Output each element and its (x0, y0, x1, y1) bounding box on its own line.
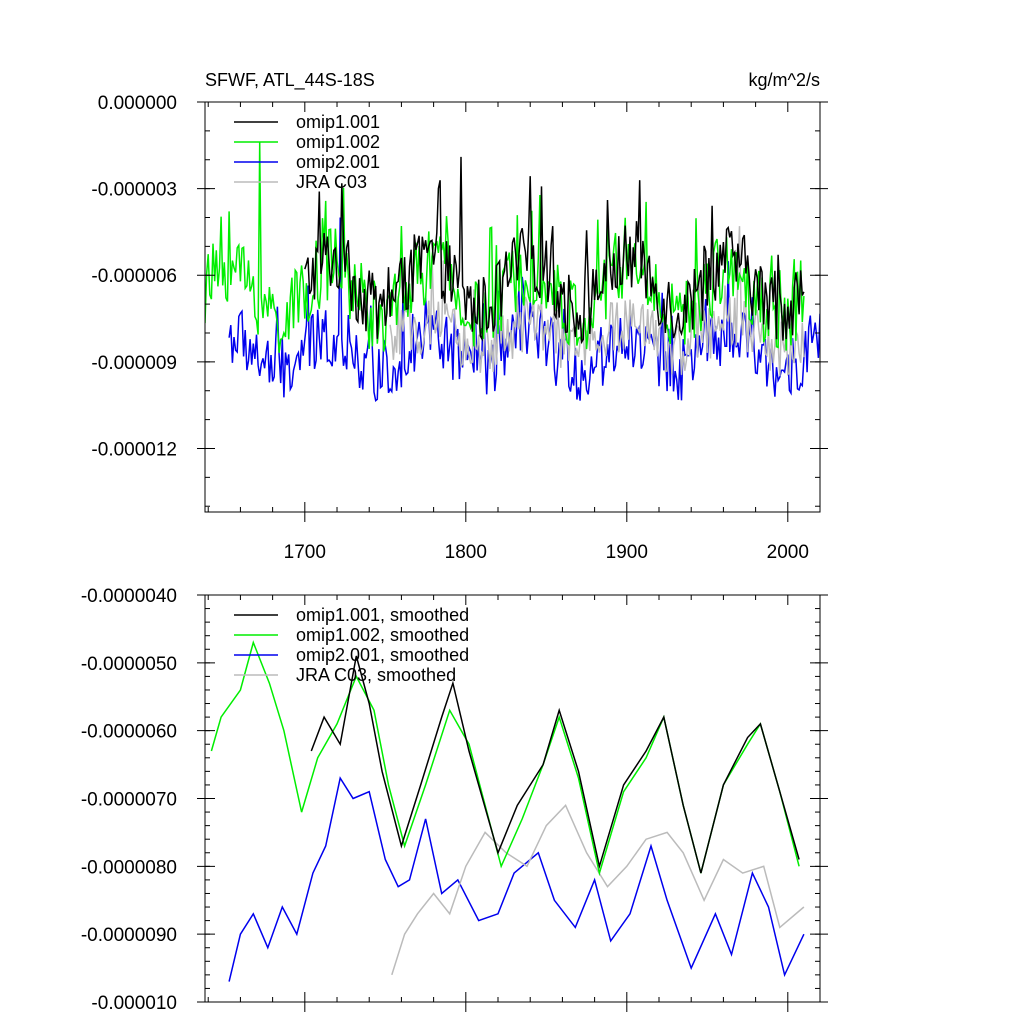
bot-ytick-label: -0.0000080 (81, 857, 177, 878)
bottom-series-group (210, 640, 805, 982)
top-legend-label: omip1.002 (296, 132, 380, 152)
bot-legend-label: JRA C03, smoothed (296, 665, 456, 685)
bot-ytick-label: -0.0000060 (81, 722, 177, 743)
top-ytick-label: -0.000012 (91, 439, 177, 460)
top-series-line-3 (389, 226, 805, 377)
top-legend-label: omip2.001 (296, 152, 380, 172)
top-xtick-label: 1900 (606, 542, 648, 563)
bot-ytick-label: -0.000010 (91, 993, 177, 1014)
units-label: kg/m^2/s (749, 70, 820, 90)
bot-legend-label: omip2.001, smoothed (296, 645, 469, 665)
top-series-group (205, 142, 820, 402)
top-ytick-label: 0.000000 (98, 93, 177, 114)
bot-ytick-label: -0.0000050 (81, 654, 177, 675)
top-panel: SFWF, ATL_44S-18S kg/m^2/s 1700 1800 1900 2… (91, 70, 828, 563)
bot-series-line-2 (228, 776, 805, 982)
bot-ytick-label: -0.0000070 (81, 790, 177, 811)
top-ytick-label: -0.000009 (91, 353, 177, 374)
bot-ytick-label: -0.0000040 (81, 586, 177, 607)
bottom-panel: -0.0000040 -0.0000050 -0.0000060 -0.0000070… (81, 586, 828, 1014)
top-legend-label: JRA C03 (296, 172, 367, 192)
top-xtick-label: 2000 (767, 542, 809, 563)
bottom-axes: -0.0000040 -0.0000050 -0.0000060 -0.0000070… (81, 586, 828, 1014)
top-xtick-label: 1800 (445, 542, 487, 563)
top-ytick-label: -0.000003 (91, 180, 177, 201)
top-legend-label: omip1.001 (296, 112, 380, 132)
bot-legend-label: omip1.002, smoothed (296, 625, 469, 645)
top-axes: 1700 1800 1900 2000 0.000000 -0.000003 -0.0000… (91, 93, 828, 563)
top-series-line-0 (304, 156, 805, 345)
bot-series-line-3 (391, 803, 805, 976)
top-plot-frame (204, 101, 821, 513)
chart-title: SFWF, ATL_44S-18S (205, 70, 375, 91)
bot-legend-label: omip1.001, smoothed (296, 605, 469, 625)
bot-ytick-label: -0.0000090 (81, 925, 177, 946)
top-ytick-label: -0.000006 (91, 266, 177, 287)
bot-series-line-0 (310, 655, 800, 874)
top-xtick-label: 1700 (284, 542, 326, 563)
